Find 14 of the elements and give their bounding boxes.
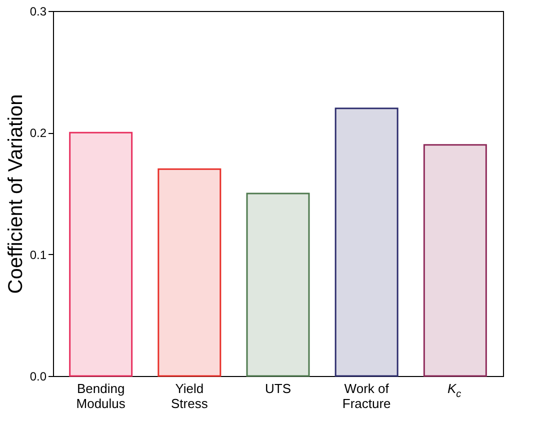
x-tick-label: Yield Stress (170, 381, 208, 411)
y-tick-label: 0.0 (30, 370, 47, 384)
y-tick-label: 0.1 (30, 248, 47, 262)
y-axis-title: Coefficient of Variation (4, 94, 27, 294)
x-tick-label: Bending Modulus (76, 381, 126, 411)
y-tick-label: 0.3 (30, 4, 47, 18)
bar (423, 144, 487, 377)
bar (246, 192, 310, 377)
y-tick-label: 0.2 (30, 126, 47, 140)
x-tick-label: UTS (265, 381, 292, 396)
bar (334, 108, 398, 377)
bar (158, 168, 222, 377)
bar (69, 132, 133, 377)
x-tick-label: Work of Fracture (342, 381, 391, 411)
